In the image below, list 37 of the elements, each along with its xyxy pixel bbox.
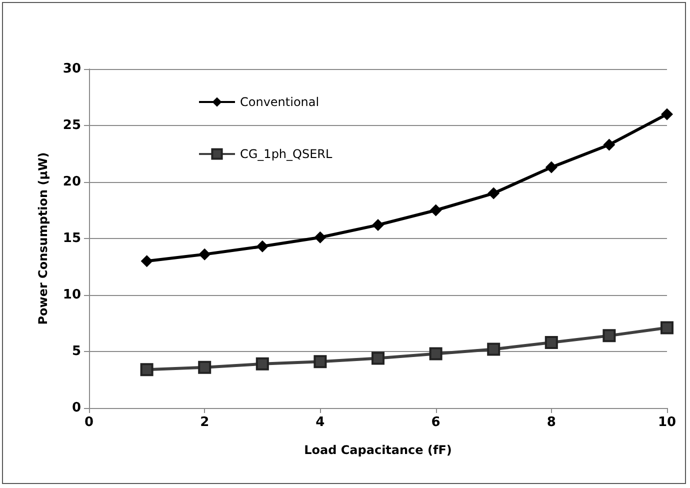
point <box>603 138 616 151</box>
point <box>314 231 326 244</box>
y-tick-label: 5 <box>72 344 81 359</box>
y-tick-label: 15 <box>62 231 81 246</box>
legend-label: CG_1ph_QSERL <box>240 147 333 161</box>
y-tick-label: 0 <box>72 400 81 416</box>
point <box>430 204 442 216</box>
y-tick-label: 25 <box>62 118 81 133</box>
point <box>140 255 153 268</box>
point <box>488 187 500 200</box>
point <box>372 352 384 365</box>
y-axis-title: Power Consumption (μW) <box>36 152 50 325</box>
point <box>661 108 673 120</box>
x-tick-label: 8 <box>546 415 556 430</box>
point <box>256 357 269 370</box>
x-tick-label: 6 <box>431 415 440 430</box>
y-tick-label: 10 <box>62 288 81 302</box>
point <box>544 336 558 349</box>
y-tick-label: 20 <box>62 174 81 190</box>
y-tick-label: 30 <box>62 62 81 76</box>
x-tick-label: 2 <box>200 415 210 430</box>
point <box>140 363 154 376</box>
point <box>487 342 500 356</box>
point <box>256 240 268 252</box>
point <box>545 161 558 174</box>
point <box>314 355 327 368</box>
x-tick-label: 4 <box>316 415 325 430</box>
x-tick-label: 0 <box>84 415 94 430</box>
legend-label: Conventional <box>240 95 320 109</box>
point <box>429 347 442 360</box>
x-tick-label: 10 <box>658 415 676 430</box>
point <box>198 248 211 260</box>
point <box>372 218 384 231</box>
point <box>602 329 616 342</box>
point <box>660 321 674 334</box>
x-axis-title: Load Capacitance (fF) <box>304 443 452 457</box>
point <box>198 360 212 374</box>
